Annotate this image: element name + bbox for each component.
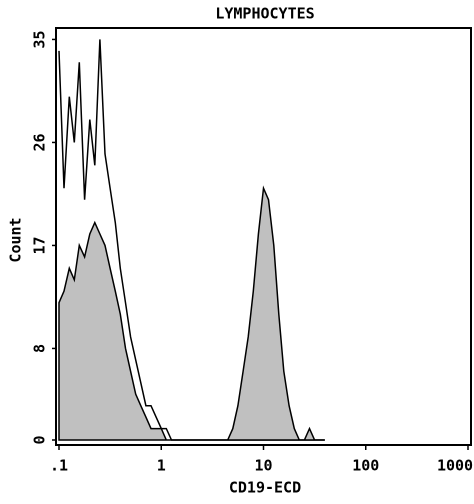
x-axis-label: CD19-ECD: [229, 479, 301, 497]
y-tick-label: 8: [31, 344, 49, 353]
x-tick-label: 10: [254, 457, 272, 475]
histogram-area: [58, 185, 325, 441]
y-axis-label: Count: [7, 217, 25, 262]
x-tick-label: 1000: [437, 457, 473, 475]
x-tick-label: .1: [50, 457, 68, 475]
y-tick-label: 0: [31, 435, 49, 444]
y-tick-label: 26: [31, 133, 49, 151]
x-tick-label: 1: [157, 457, 166, 475]
x-tick-label: 100: [352, 457, 379, 475]
y-tick-label: 17: [31, 236, 49, 254]
y-tick-label: 35: [31, 30, 49, 48]
chart-title: LYMPHOCYTES: [215, 5, 314, 23]
